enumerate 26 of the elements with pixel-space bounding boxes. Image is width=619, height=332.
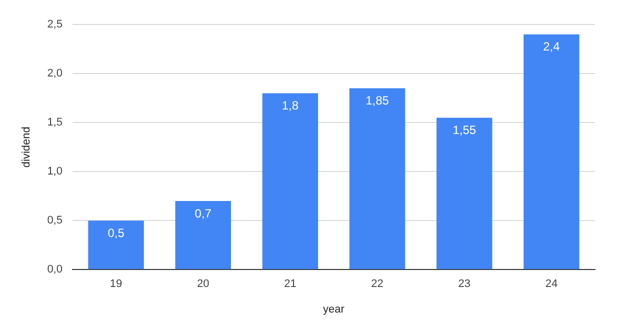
x-tick-label: 23 <box>458 278 470 290</box>
bar <box>175 201 231 270</box>
y-tick-label: 2,5 <box>47 18 62 31</box>
y-tick-label: 0,5 <box>47 214 62 227</box>
y-tick-label: 1,5 <box>47 116 62 129</box>
x-tick-label: 20 <box>196 278 210 290</box>
data-label: 2,4 <box>543 40 560 54</box>
data-label: 0,7 <box>194 206 212 220</box>
y-tick-label: 0,0 <box>47 264 62 276</box>
bar <box>262 93 318 270</box>
x-tick-label: 21 <box>284 278 296 290</box>
y-tick-label: 2,0 <box>47 68 62 80</box>
data-label: 1,85 <box>366 94 390 108</box>
bar <box>88 220 144 270</box>
data-label: 1,8 <box>282 98 299 113</box>
y-tick-label: 1,0 <box>47 166 62 178</box>
x-tick-label: 19 <box>110 278 122 290</box>
bar <box>524 34 580 270</box>
bar <box>436 118 492 270</box>
bar <box>349 88 406 270</box>
data-label: 1,55 <box>452 123 476 138</box>
data-label: 0,5 <box>108 226 125 240</box>
x-tick-label: 22 <box>371 278 384 290</box>
x-axis-title: year <box>323 303 345 316</box>
y-axis-title: dividend <box>20 126 33 168</box>
x-tick-label: 24 <box>545 278 558 290</box>
